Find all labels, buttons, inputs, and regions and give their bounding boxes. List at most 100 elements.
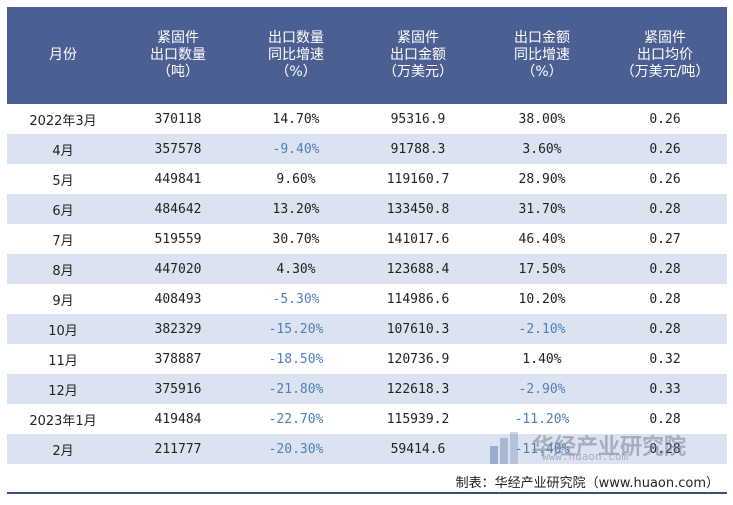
cell-qty-yoy: 4.30% (237, 254, 355, 284)
cell-value: 91788.3 (355, 134, 481, 164)
table-row: 2月 211777 -20.30% 59414.6 -11.40% 0.28 (7, 434, 727, 464)
cell-qty: 419484 (119, 404, 237, 434)
watermark-url: www.huaon.com (542, 450, 629, 463)
cell-month: 12月 (7, 374, 119, 404)
cell-month: 9月 (7, 284, 119, 314)
cell-value: 119160.7 (355, 164, 481, 194)
cell-qty: 408493 (119, 284, 237, 314)
cell-value-yoy: 1.40% (481, 344, 603, 374)
cell-value-yoy: 28.90% (481, 164, 603, 194)
cell-value: 114986.6 (355, 284, 481, 314)
cell-month: 7月 (7, 224, 119, 254)
cell-value-yoy: -2.10% (481, 314, 603, 344)
table-row: 4月 357578 -9.40% 91788.3 3.60% 0.26 (7, 134, 727, 164)
cell-month: 11月 (7, 344, 119, 374)
cell-qty: 382329 (119, 314, 237, 344)
cell-qty-yoy: 30.70% (237, 224, 355, 254)
cell-month: 6月 (7, 194, 119, 224)
cell-price: 0.28 (603, 284, 727, 314)
cell-qty: 357578 (119, 134, 237, 164)
watermark: 华经产业研究院 www.huaon.com (486, 428, 686, 468)
cell-month: 2023年1月 (7, 404, 119, 434)
cell-value: 120736.9 (355, 344, 481, 374)
cell-month: 5月 (7, 164, 119, 194)
table-body: 2022年3月 370118 14.70% 95316.9 38.00% 0.26 4月 35… (7, 104, 727, 464)
cell-price: 0.28 (603, 404, 727, 434)
cell-price: 0.27 (603, 224, 727, 254)
cell-price: 0.33 (603, 374, 727, 404)
cell-qty-yoy: -22.70% (237, 404, 355, 434)
cell-value-yoy: 38.00% (481, 104, 603, 134)
cell-qty: 449841 (119, 164, 237, 194)
cell-value-yoy: -11.20% (481, 404, 603, 434)
table-row: 8月 447020 4.30% 123688.4 17.50% 0.28 (7, 254, 727, 284)
cell-value: 122618.3 (355, 374, 481, 404)
cell-value-yoy: 46.40% (481, 224, 603, 254)
cell-qty-yoy: -18.50% (237, 344, 355, 374)
huajing-logo-icon (486, 428, 530, 468)
cell-qty: 447020 (119, 254, 237, 284)
cell-qty-yoy: 9.60% (237, 164, 355, 194)
cell-value-yoy: -11.40% (481, 434, 603, 464)
table-row: 6月 484642 13.20% 133450.8 31.70% 0.28 (7, 194, 727, 224)
source-note: 制表：华经产业研究院（www.huaon.com） (455, 476, 719, 491)
header-qty: 紧固件 出口数量 （吨） (119, 7, 237, 104)
cell-qty-yoy: 13.20% (237, 194, 355, 224)
cell-month: 10月 (7, 314, 119, 344)
cell-qty: 211777 (119, 434, 237, 464)
cell-value: 133450.8 (355, 194, 481, 224)
watermark-name: 华经产业研究院 (532, 435, 687, 460)
cell-value: 141017.6 (355, 224, 481, 254)
cell-price: 0.28 (603, 314, 727, 344)
cell-value-yoy: -2.90% (481, 374, 603, 404)
cell-month: 4月 (7, 134, 119, 164)
cell-qty-yoy: 14.70% (237, 104, 355, 134)
cell-value: 107610.3 (355, 314, 481, 344)
header-value-yoy: 出口金额 同比增速 （%） (481, 7, 603, 104)
cell-qty: 378887 (119, 344, 237, 374)
cell-qty: 484642 (119, 194, 237, 224)
cell-qty-yoy: -20.30% (237, 434, 355, 464)
table-row: 12月 375916 -21.80% 122618.3 -2.90% 0.33 (7, 374, 727, 404)
cell-price: 0.28 (603, 434, 727, 464)
cell-price: 0.32 (603, 344, 727, 374)
cell-value: 123688.4 (355, 254, 481, 284)
cell-month: 8月 (7, 254, 119, 284)
export-table-container: 月份 紧固件 出口数量 （吨） 出口数量 同比增速 （%） 紧固件 出口金额 （万美元） 出… (7, 7, 727, 464)
table-header-row: 月份 紧固件 出口数量 （吨） 出口数量 同比增速 （%） 紧固件 出口金额 （万美元） 出… (7, 7, 727, 104)
cell-qty-yoy: -21.80% (237, 374, 355, 404)
cell-value: 95316.9 (355, 104, 481, 134)
cell-qty-yoy: -5.30% (237, 284, 355, 314)
table-row: 2023年1月 419484 -22.70% 115939.2 -11.20% 0.28 (7, 404, 727, 434)
cell-price: 0.26 (603, 164, 727, 194)
table-row: 10月 382329 -15.20% 107610.3 -2.10% 0.28 (7, 314, 727, 344)
cell-qty-yoy: -9.40% (237, 134, 355, 164)
cell-value: 115939.2 (355, 404, 481, 434)
cell-qty: 375916 (119, 374, 237, 404)
cell-qty: 370118 (119, 104, 237, 134)
cell-month: 2月 (7, 434, 119, 464)
cell-value: 59414.6 (355, 434, 481, 464)
header-value: 紧固件 出口金额 （万美元） (355, 7, 481, 104)
cell-value-yoy: 31.70% (481, 194, 603, 224)
table-row: 9月 408493 -5.30% 114986.6 10.20% 0.28 (7, 284, 727, 314)
header-qty-yoy: 出口数量 同比增速 （%） (237, 7, 355, 104)
cell-value-yoy: 17.50% (481, 254, 603, 284)
header-month: 月份 (7, 7, 119, 104)
cell-value-yoy: 10.20% (481, 284, 603, 314)
table-row: 5月 449841 9.60% 119160.7 28.90% 0.26 (7, 164, 727, 194)
cell-value-yoy: 3.60% (481, 134, 603, 164)
cell-price: 0.26 (603, 104, 727, 134)
cell-price: 0.26 (603, 134, 727, 164)
header-price: 紧固件 出口均价 （万美元/吨） (603, 7, 727, 104)
cell-price: 0.28 (603, 254, 727, 284)
bottom-divider (7, 492, 727, 494)
table-row: 2022年3月 370118 14.70% 95316.9 38.00% 0.26 (7, 104, 727, 134)
cell-qty: 519559 (119, 224, 237, 254)
cell-qty-yoy: -15.20% (237, 314, 355, 344)
export-table: 月份 紧固件 出口数量 （吨） 出口数量 同比增速 （%） 紧固件 出口金额 （万美元） 出… (7, 7, 727, 464)
table-row: 7月 519559 30.70% 141017.6 46.40% 0.27 (7, 224, 727, 254)
cell-month: 2022年3月 (7, 104, 119, 134)
table-row: 11月 378887 -18.50% 120736.9 1.40% 0.32 (7, 344, 727, 374)
cell-price: 0.28 (603, 194, 727, 224)
